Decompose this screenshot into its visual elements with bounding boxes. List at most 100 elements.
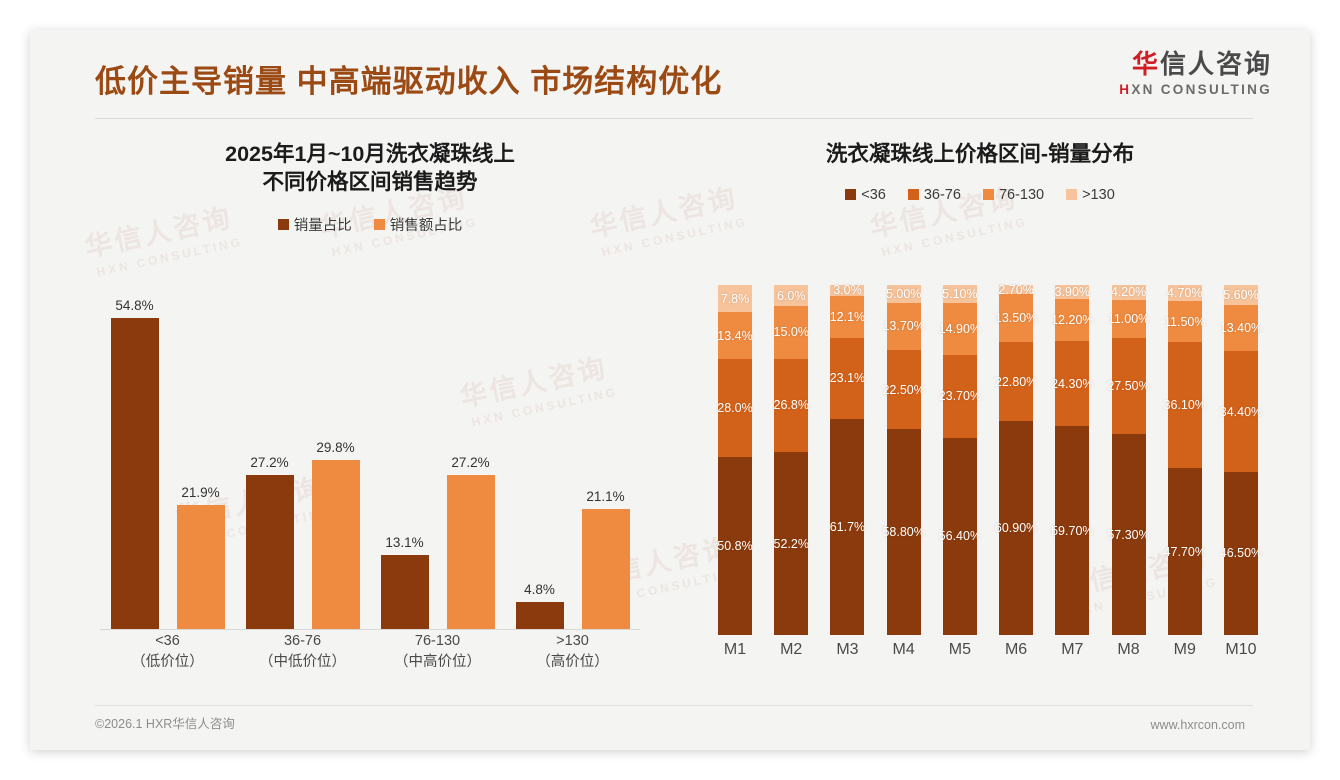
legend-swatch-icon [845,189,857,201]
bar-wrapper: 54.8% [110,290,159,629]
bar[interactable] [311,460,360,629]
stacked-bar-segment[interactable]: 2.70% [998,282,1034,297]
stacked-bar-segment[interactable]: 50.8% [717,457,753,635]
segment-value-label: 26.8% [773,398,809,413]
stacked-bar-segment[interactable]: 22.80% [995,341,1037,422]
stacked-bar-segment[interactable]: 11.00% [1108,299,1149,339]
segment-value-label: 11.00% [1107,311,1150,326]
legend-swatch-icon [982,189,994,201]
segment-value-label: 23.1% [829,371,866,386]
stacked-bar-segment[interactable]: 15.0% [774,306,809,359]
legend-item[interactable]: 36-76 [907,187,961,203]
legend-item[interactable]: 销量占比 [277,214,352,235]
bar-value-label: 4.8% [524,581,555,597]
bar-wrapper: 21.9% [176,290,225,629]
x-axis-tick-label: M7 [1061,641,1084,658]
stacked-bar-segment[interactable]: 60.90% [995,421,1037,635]
stacked-bar-segment[interactable]: 26.8% [773,358,809,453]
stacked-bar-segment[interactable]: 59.70% [1051,426,1094,635]
stacked-bar-segment[interactable]: 58.80% [882,429,925,635]
stacked-bar-segment[interactable]: 13.50% [995,294,1037,342]
legend-item[interactable]: >130 [1066,187,1115,203]
x-axis-tick-label: M4 [892,641,915,658]
bar-wrapper: 21.1% [581,290,630,629]
bar-group: 27.2% 29.8% [245,290,360,629]
bar[interactable] [110,318,159,629]
stacked-bar-segment[interactable]: 36.10% [1164,341,1206,469]
bar-group: 4.8% 21.1% [515,290,630,629]
legend-label: >130 [1082,186,1115,203]
segment-value-label: 34.40% [1219,404,1263,419]
bar-value-label: 21.1% [586,489,625,505]
stacked-bar-segment[interactable]: 28.0% [717,359,753,458]
segment-value-label: 5.10% [942,286,978,301]
bar-wrapper: 13.1% [380,290,429,629]
stacked-bar-segment[interactable]: 13.4% [717,312,753,360]
bar[interactable] [245,474,294,629]
stacked-bar-segment[interactable]: 4.20% [1111,285,1146,300]
stacked-bar-segment[interactable]: 23.1% [829,337,866,419]
stacked-bar-segment[interactable]: 4.70% [1167,285,1203,302]
stacked-bar-segment[interactable]: 34.40% [1220,351,1262,472]
footer-copyright: ©2026.1 HXR华信人咨询 [95,717,235,731]
segment-value-label: 47.70% [1163,544,1206,559]
legend-label: 76-130 [998,186,1045,203]
legend-item[interactable]: 76-130 [982,186,1045,203]
stacked-bar-segment[interactable]: 3.0% [830,283,865,297]
stacked-bar-segment[interactable]: 12.20% [1051,298,1094,342]
x-axis-tick-label: M1 [723,641,747,658]
x-axis-tick-label: M5 [948,641,971,658]
bar-wrapper: 29.8% [311,290,360,629]
segment-value-label: 4.70% [1167,286,1203,301]
stacked-bar-column: 7.8% 13.4% 28.0% 50.8% [717,285,753,635]
stacked-bar-segment[interactable]: 11.50% [1164,301,1205,342]
stacked-bar-segment[interactable]: 5.10% [942,285,978,303]
stacked-bar-segment[interactable]: 57.30% [1107,434,1150,635]
segment-value-label: 22.80% [994,374,1038,389]
stacked-bar-segment[interactable]: 46.50% [1220,471,1262,635]
stacked-bar-segment[interactable]: 47.70% [1164,468,1206,635]
segment-value-label: 7.8% [720,291,750,306]
stacked-bar-segment[interactable]: 5.60% [1223,285,1259,305]
segment-value-label: 27.50% [1107,379,1150,394]
bar[interactable] [176,504,225,629]
bar[interactable] [515,601,564,629]
legend-swatch-icon [277,219,289,231]
x-axis-tick-range: 76-130 [414,633,461,649]
chart-legend-left: 销量占比 销售额占比 [60,214,680,235]
stacked-bar-segment[interactable]: 13.70% [882,302,925,351]
stacked-bar-segment[interactable]: 24.30% [1051,341,1094,427]
stacked-bar-segment[interactable]: 14.90% [939,302,981,355]
stacked-bar-segment[interactable]: 12.1% [830,295,865,338]
stacked-bar-segment[interactable]: 22.50% [882,350,925,430]
stacked-bar-segment[interactable]: 56.40% [939,437,981,635]
stacked-bar-column: 5.10% 14.90% 23.70% 56.40% [939,285,981,635]
stacked-bar-segment[interactable]: 52.2% [774,452,809,635]
stacked-bar-column: 3.0% 12.1% 23.1% 61.7% [829,283,866,635]
stacked-bar-segment[interactable]: 61.7% [830,418,865,635]
x-axis-tick-label: >130 （高价位） [508,631,638,673]
segment-value-label: 22.50% [882,382,925,397]
stacked-bar-segment[interactable]: 13.40% [1220,304,1262,352]
stacked-bar-segment[interactable]: 7.8% [718,285,752,313]
stacked-bar-segment[interactable]: 6.0% [774,285,809,306]
stacked-bar-segment[interactable]: 5.00% [886,285,921,303]
bar[interactable] [581,509,630,629]
legend-label: 销售额占比 [389,218,463,235]
company-logo: 华信人咨询 HXN CONSULTING [1119,50,1272,97]
stacked-bar-segment[interactable]: 3.90% [1055,285,1090,299]
stacked-bar-segment[interactable]: 27.50% [1107,338,1150,435]
bar[interactable] [446,474,495,629]
stacked-bar-segment[interactable]: 23.70% [939,354,981,438]
chart-title-left-line1: 2025年1月~10月洗衣凝珠线上 [225,142,515,166]
chart-title-left: 2025年1月~10月洗衣凝珠线上 不同价格区间销售趋势 [60,141,680,196]
legend-item[interactable]: <36 [845,187,886,203]
segment-value-label: 2.70% [998,282,1034,297]
chart-panel-right: 洗衣凝珠线上价格区间-销量分布 <36 36-76 76-130 >130 7.8% 1… [680,125,1280,690]
bar[interactable] [380,554,429,629]
segment-value-label: 28.0% [717,401,753,416]
legend-item[interactable]: 销售额占比 [373,214,463,235]
logo-cn-rest: 信人咨询 [1159,49,1272,79]
x-axis-tick-range: <36 [155,633,180,649]
legend-label: <36 [861,186,886,203]
